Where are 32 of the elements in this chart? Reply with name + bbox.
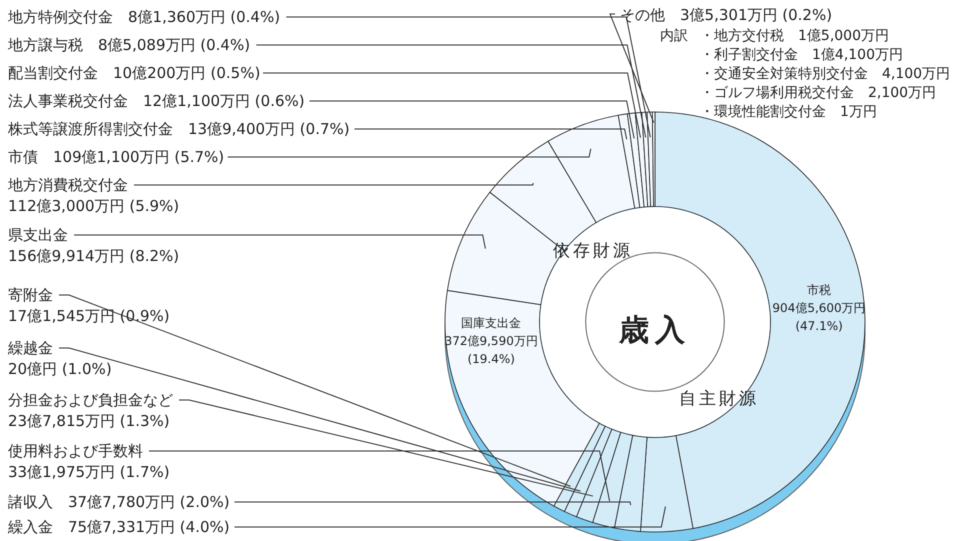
slice-label: 分担金および負担金など xyxy=(8,391,173,409)
data-label: 17億1,545万円 (0.9%) xyxy=(8,307,170,325)
text: ・環境性能割交付金 1万円 xyxy=(700,104,877,120)
slice-label: 諸収入 37億7,780万円 (2.0%) xyxy=(8,493,230,511)
slice-label: 繰越金 xyxy=(7,339,53,357)
slice-label: 株式等譲渡所得割交付金 13億9,400万円 (0.7%) xyxy=(7,120,350,138)
slice-label: 地方特例交付金 8億1,360万円 (0.4%) xyxy=(7,8,280,26)
slice-label: 県支出金 xyxy=(8,226,68,244)
data-label: 112億3,000万円 (5.9%) xyxy=(8,197,180,215)
data-label: 156億9,914万円 (8.2%) xyxy=(8,247,180,265)
text: ・利子割交付金 1億4,100万円 xyxy=(700,47,903,63)
slice-label: 繰入金 75億7,331万円 (4.0%) xyxy=(7,518,230,536)
text: ・交通安全対策特別交付金 4,100万円 xyxy=(700,66,950,82)
slice-label: 法人事業税交付金 12億1,100万円 (0.6%) xyxy=(8,92,305,110)
text: ・ゴルフ場利用税交付金 2,100万円 xyxy=(700,85,936,101)
slice-label: 市税 xyxy=(807,283,832,298)
slice-label: 地方消費税交付金 xyxy=(7,176,128,194)
data-label: 23億7,815万円 (1.3%) xyxy=(8,412,170,430)
slice-label: 配当割交付金 10億200万円 (0.5%) xyxy=(8,64,260,82)
text: 歳入 xyxy=(618,313,691,348)
data-label: 33億1,975万円 (1.7%) xyxy=(8,463,170,481)
data-label: 904億5,600万円 (47.1%) xyxy=(772,301,866,334)
slice-label: 使用料および手数料 xyxy=(8,442,143,460)
text: 内訳 xyxy=(660,28,688,44)
slice-label: その他 3億5,301万円 (0.2%) xyxy=(620,6,832,24)
slice-label: 国庫支出金 xyxy=(461,316,522,330)
text: 自主財源 xyxy=(679,389,759,409)
text: ・地方交付税 1億5,000万円 xyxy=(700,28,889,44)
slice-label: 寄附金 xyxy=(8,286,53,304)
slice-label: 市債 109億1,100万円 (5.7%) xyxy=(8,148,224,166)
slice-label: 地方譲与税 8億5,089万円 (0.4%) xyxy=(7,36,250,54)
data-label: 20億円 (1.0%) xyxy=(8,360,112,378)
